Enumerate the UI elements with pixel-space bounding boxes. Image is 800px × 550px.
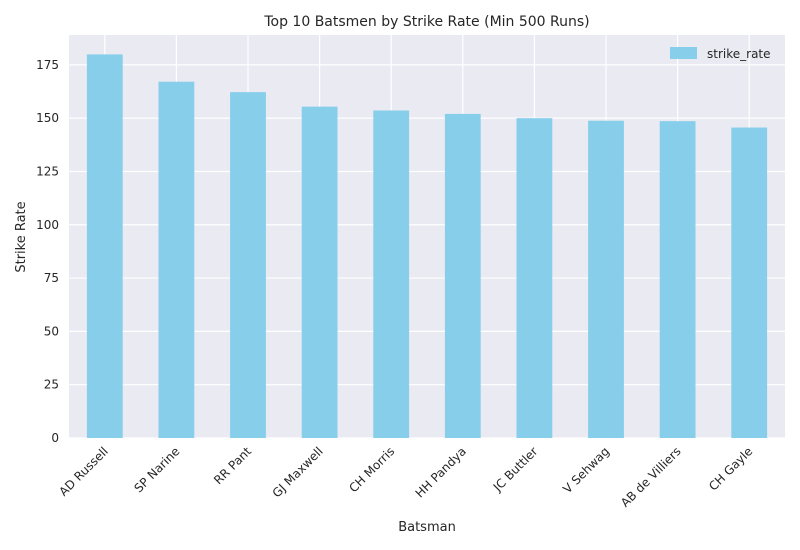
bar-ch-gayle bbox=[731, 127, 768, 438]
bar-rr-pant bbox=[230, 92, 266, 439]
x-tick-label: V Sehwag bbox=[560, 444, 612, 496]
x-tick-label: AB de Villiers bbox=[618, 444, 684, 510]
x-tick-label: GJ Maxwell bbox=[270, 444, 326, 500]
y-tick-label: 0 bbox=[51, 431, 59, 445]
x-tick-label: AD Russell bbox=[56, 444, 111, 499]
bar-v-sehwag bbox=[588, 120, 624, 438]
y-axis-label: Strike Rate bbox=[14, 201, 29, 272]
bar-jc-buttler bbox=[516, 118, 553, 439]
bar-sp-narine bbox=[158, 81, 195, 438]
y-tick-label: 75 bbox=[44, 271, 59, 285]
legend-label: strike_rate bbox=[707, 47, 771, 61]
bar-ab-de-villiers bbox=[659, 121, 696, 438]
bar-hh-pandya bbox=[444, 113, 481, 439]
chart-title: Top 10 Batsmen by Strike Rate (Min 500 R… bbox=[263, 14, 589, 30]
legend: strike_rate bbox=[670, 47, 771, 61]
bar-ad-russell bbox=[86, 54, 123, 438]
x-axis-label: Batsman bbox=[398, 520, 456, 535]
y-tick-label: 25 bbox=[44, 378, 59, 392]
x-tick-labels: AD Russell SP Narine RR Pant GJ Maxwell CH M… bbox=[56, 444, 755, 510]
bar-ch-morris bbox=[373, 110, 410, 438]
y-tick-label: 50 bbox=[44, 324, 59, 338]
y-tick-label: 175 bbox=[36, 58, 59, 72]
x-tick-label: CH Morris bbox=[346, 444, 397, 495]
legend-swatch bbox=[670, 47, 697, 59]
bar-gj-maxwell bbox=[301, 106, 338, 439]
y-tick-label: 150 bbox=[36, 111, 59, 125]
y-tick-label: 100 bbox=[36, 218, 59, 232]
y-tick-labels: 0 25 50 75 100 125 150 175 bbox=[36, 58, 59, 445]
x-tick-label: JC Buttler bbox=[490, 444, 541, 495]
x-tick-label: CH Gayle bbox=[706, 444, 755, 493]
y-tick-label: 125 bbox=[36, 164, 59, 178]
x-tick-label: HH Pandya bbox=[413, 444, 469, 500]
bars bbox=[86, 54, 768, 439]
x-tick-label: RR Pant bbox=[211, 444, 254, 487]
x-tick-label: SP Narine bbox=[131, 444, 182, 495]
